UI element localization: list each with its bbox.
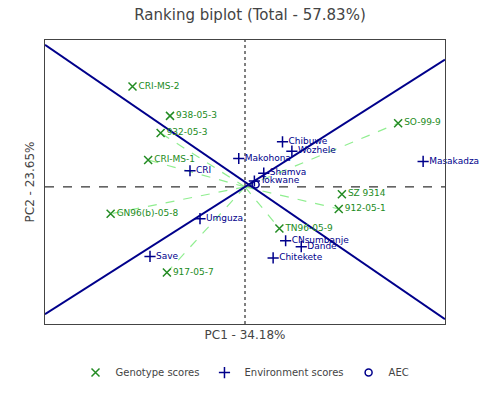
svg-text:SZ 9314: SZ 9314: [348, 188, 386, 198]
svg-text:CRI: CRI: [196, 165, 211, 175]
svg-text:Tokwane: Tokwane: [259, 175, 299, 185]
svg-text:PC2 - 23.65%: PC2 - 23.65%: [23, 142, 37, 223]
svg-text:SO-99-9: SO-99-9: [404, 117, 441, 127]
svg-text:CNsumbanje: CNsumbanje: [292, 235, 350, 245]
svg-text:Genotype scores: Genotype scores: [116, 367, 200, 378]
svg-text:Makohona: Makohona: [245, 153, 291, 163]
svg-text:932-05-3: 932-05-3: [167, 127, 208, 137]
svg-text:CRI-MS-1: CRI-MS-1: [154, 154, 195, 164]
svg-text:Save: Save: [156, 251, 179, 261]
svg-text:Chitekete: Chitekete: [279, 252, 323, 262]
svg-text:Shamva: Shamva: [270, 167, 307, 177]
svg-text:GN96(b)-05-8: GN96(b)-05-8: [117, 208, 179, 218]
svg-text:Chibuwe: Chibuwe: [289, 136, 328, 146]
svg-text:912-05-1: 912-05-1: [345, 203, 386, 213]
svg-text:CRI-MS-2: CRI-MS-2: [139, 81, 180, 91]
svg-text:Ranking biplot (Total - 57.83%: Ranking biplot (Total - 57.83%): [134, 6, 366, 24]
svg-text:938-05-3: 938-05-3: [176, 110, 217, 120]
svg-text:Umguza: Umguza: [206, 213, 243, 223]
svg-text:PC1 - 34.18%: PC1 - 34.18%: [205, 328, 286, 342]
svg-text:917-05-7: 917-05-7: [173, 267, 214, 277]
svg-text:Dande: Dande: [307, 241, 337, 251]
svg-text:AEC: AEC: [389, 367, 409, 378]
svg-text:Wozhele: Wozhele: [298, 145, 336, 155]
svg-text:Environment scores: Environment scores: [244, 367, 343, 378]
svg-text:TN96-05-9: TN96-05-9: [284, 223, 333, 233]
svg-text:Masakadza: Masakadza: [429, 156, 479, 166]
